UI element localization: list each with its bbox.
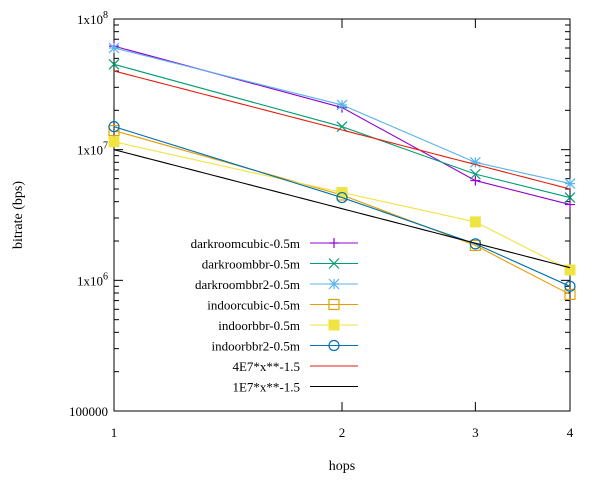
x-tick-label: 1 xyxy=(111,425,118,440)
y-tick-label: 1x107 xyxy=(77,141,108,158)
plus-marker xyxy=(329,238,339,248)
square-marker xyxy=(108,124,120,137)
legend-item: 4E7*x**-1.5 xyxy=(232,359,358,374)
y-axis-label: bitrate (bps) xyxy=(11,181,26,249)
plus-marker xyxy=(470,175,481,186)
axis-ticks: 100000 1x106 1x107 1x108 1 2 3 4 xyxy=(69,10,574,440)
x-tick-label: 4 xyxy=(567,425,574,440)
star-marker xyxy=(564,178,576,190)
circle-marker xyxy=(328,339,340,352)
series-darkroombbr2-0.5m xyxy=(108,42,576,190)
star-marker xyxy=(328,278,340,290)
cross-marker xyxy=(564,192,576,203)
plus-marker xyxy=(565,199,575,210)
cross-marker xyxy=(108,58,120,70)
series-line xyxy=(113,130,571,295)
star-marker xyxy=(469,156,481,168)
legend-item: 1E7*x**-1.5 xyxy=(232,380,358,395)
legend-item: darkroombbr-0.5m xyxy=(202,257,358,272)
series-line xyxy=(113,70,571,190)
series-line xyxy=(113,47,571,185)
series-indoorcubic-0.5m xyxy=(108,124,576,301)
legend-item: darkroomcubic-0.5m xyxy=(191,236,358,251)
series-line xyxy=(113,63,571,199)
filled-square-marker xyxy=(469,216,481,228)
x-tick-label: 3 xyxy=(472,425,479,440)
series-1E7*x**-1.5 xyxy=(113,149,571,269)
legend-item: indoorcubic-0.5m xyxy=(207,298,358,313)
series-line xyxy=(113,126,571,287)
x-axis-label: hops xyxy=(329,459,355,474)
legend-label: indoorbbr2-0.5m xyxy=(212,339,300,354)
legend-label: darkroombbr-0.5m xyxy=(202,257,300,272)
filled-square-marker xyxy=(564,264,576,276)
circle-marker xyxy=(108,121,120,133)
legend-item: indoorbbr-0.5m xyxy=(218,318,358,333)
legend-label: indoorcubic-0.5m xyxy=(207,298,300,313)
x-tick-label: 2 xyxy=(339,425,346,440)
series-indoorbbr-0.5m xyxy=(108,136,576,276)
legend-label: darkroombbr2-0.5m xyxy=(195,277,300,292)
star-marker xyxy=(336,99,348,111)
series-line xyxy=(113,141,571,271)
legend-label: 4E7*x**-1.5 xyxy=(232,359,300,374)
star-marker xyxy=(108,42,120,54)
legend: darkroomcubic-0.5m darkroombbr-0.5m darkro… xyxy=(191,236,358,395)
series-4E7*x**-1.5 xyxy=(113,70,571,190)
series-line xyxy=(113,149,571,269)
data-series xyxy=(108,41,576,301)
cross-marker xyxy=(469,168,481,180)
filled-square-marker xyxy=(328,319,340,331)
square-marker xyxy=(564,288,576,301)
series-indoorbbr2-0.5m xyxy=(108,121,576,292)
legend-label: darkroomcubic-0.5m xyxy=(191,236,300,251)
circle-marker xyxy=(336,191,348,204)
y-tick-label: 1x106 xyxy=(77,271,108,288)
filled-square-marker xyxy=(108,136,120,148)
legend-item: indoorbbr2-0.5m xyxy=(212,339,358,354)
legend-label: 1E7*x**-1.5 xyxy=(232,380,300,395)
cross-marker xyxy=(336,121,348,133)
y-tick-label: 100000 xyxy=(69,404,108,419)
square-marker xyxy=(328,298,340,311)
series-darkroombbr-0.5m xyxy=(108,58,576,203)
cross-marker xyxy=(328,258,340,269)
y-tick-label: 1x108 xyxy=(77,10,108,27)
plot-frame xyxy=(113,18,571,412)
series-darkroomcubic-0.5m xyxy=(109,41,575,210)
circle-marker xyxy=(564,280,576,292)
legend-label: indoorbbr-0.5m xyxy=(218,318,300,333)
legend-item: darkroombbr2-0.5m xyxy=(195,277,358,292)
